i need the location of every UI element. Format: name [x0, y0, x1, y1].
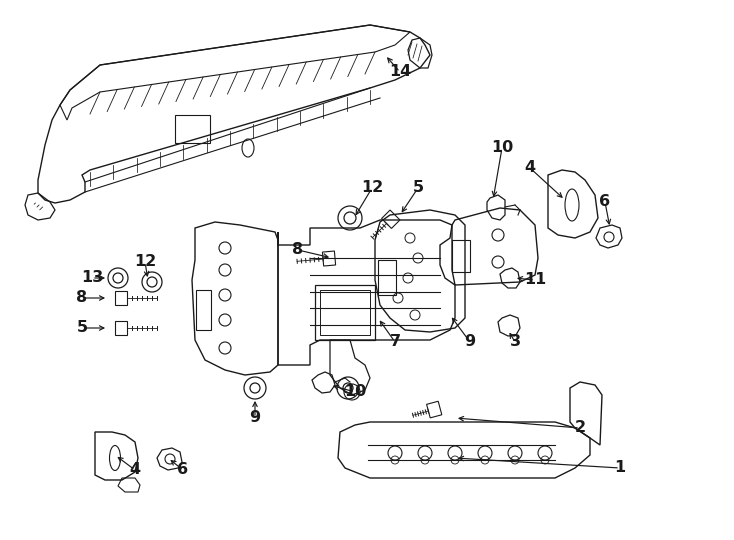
Text: 1: 1 — [614, 461, 625, 476]
Text: 14: 14 — [389, 64, 411, 79]
Text: 4: 4 — [129, 462, 141, 477]
Text: 13: 13 — [81, 271, 103, 286]
Bar — [378, 260, 396, 295]
Bar — [315, 285, 375, 340]
Text: 9: 9 — [250, 410, 261, 426]
Text: 11: 11 — [524, 273, 546, 287]
Text: 12: 12 — [361, 180, 383, 195]
Bar — [175, 115, 210, 143]
Text: 6: 6 — [600, 194, 611, 210]
Text: 2: 2 — [575, 421, 586, 435]
Text: 4: 4 — [524, 160, 536, 176]
Bar — [320, 290, 370, 335]
Text: 8: 8 — [292, 242, 304, 258]
Text: 12: 12 — [134, 254, 156, 269]
Text: 7: 7 — [390, 334, 401, 349]
Text: 5: 5 — [413, 180, 424, 195]
Bar — [452, 240, 470, 272]
Text: 5: 5 — [76, 321, 87, 335]
Text: 9: 9 — [465, 334, 476, 349]
Text: 3: 3 — [509, 334, 520, 349]
Text: 8: 8 — [76, 291, 87, 306]
Bar — [196, 290, 211, 330]
Text: 6: 6 — [178, 462, 189, 477]
Text: 10: 10 — [491, 140, 513, 156]
Text: 10: 10 — [344, 384, 366, 400]
